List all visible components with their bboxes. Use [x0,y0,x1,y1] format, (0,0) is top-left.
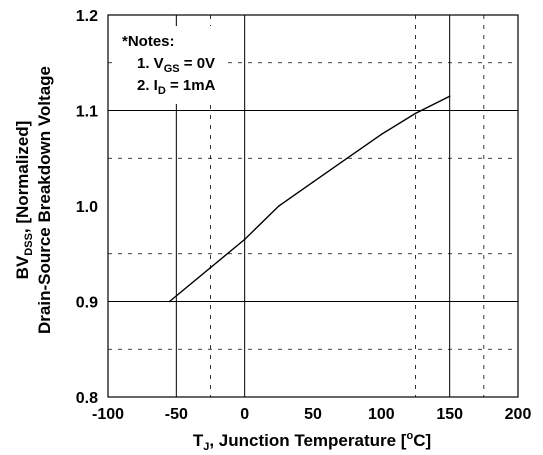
y-tick-label: 1.0 [76,199,98,216]
x-tick-label: 150 [436,406,463,423]
plot-frame [107,14,519,398]
data-point [278,205,280,207]
notes-title: *Notes: [122,33,175,50]
y-tick-label: 1.1 [76,104,98,121]
x-tick-labels: -100 -50 0 50 100 150 200 [92,406,531,423]
series-points [168,95,451,303]
data-point [312,181,314,183]
x-tick-label: 200 [505,406,532,423]
y-tick-label: 0.9 [76,295,98,312]
series-line [169,95,451,303]
y-tick-label: 0.8 [76,390,98,407]
y-axis-label-line2: Drain-Source Breakdown Voltage [35,66,54,334]
y-tick-label: 1.2 [76,8,98,25]
data-point [168,300,171,303]
note-line-2: 2. ID = 1mA [137,77,216,97]
y-axis-label-line1: BVDSS, [Normalized] [13,121,35,280]
x-axis-label: TJ, Junction Temperature [oC] [193,430,431,453]
x-tick-label: -100 [92,406,124,423]
x-tick-label: -50 [165,406,188,423]
x-tick-label: 50 [304,406,322,423]
data-point [380,133,383,136]
y-tick-labels: 0.8 0.9 1.0 1.1 1.2 [76,8,98,407]
data-point [448,95,451,97]
note-line-1: 1. VGS = 0V [137,55,215,75]
x-tick-label: 100 [368,406,395,423]
data-point [346,157,348,160]
notes-annotation: *Notes: 1. VGS = 0V 2. ID = 1mA [112,26,228,104]
x-tick-label: 0 [240,406,249,423]
data-point [243,238,246,241]
data-point [414,112,417,115]
